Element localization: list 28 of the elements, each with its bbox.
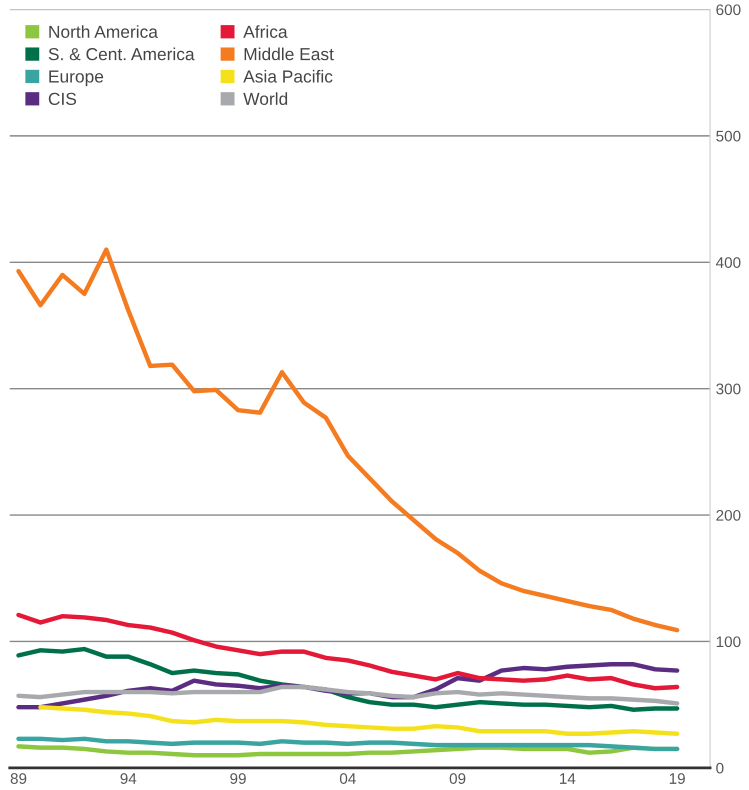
y-tick-label: 400 [716, 257, 740, 268]
x-tick-label: 94 [120, 773, 136, 784]
x-tick-label: 19 [670, 773, 685, 784]
y-tick-label: 0 [716, 762, 724, 774]
x-tick-label: 99 [230, 773, 246, 784]
line-series [16, 736, 680, 752]
line-series [16, 684, 680, 706]
legend-label: Europe [49, 70, 104, 86]
line-series [38, 704, 680, 736]
legend-label: North America [49, 25, 158, 38]
y-tick-label: 300 [716, 384, 740, 394]
y-tick-label: 200 [716, 510, 740, 521]
legend-label: Africa [243, 25, 288, 38]
x-tick-label: 09 [450, 773, 466, 784]
line-series [16, 247, 680, 632]
x-tick-label: 14 [560, 773, 576, 784]
legend-label: S. & Cent. America [48, 48, 195, 60]
x-tick-label: 04 [340, 773, 356, 784]
legend-label: World [243, 92, 288, 106]
legend-label: Middle East [244, 48, 334, 60]
legend-label: CIS [48, 92, 76, 106]
line-series [16, 612, 680, 690]
x-tick-label: 89 [10, 773, 26, 784]
y-tick-label: 100 [716, 636, 740, 648]
line-series [16, 646, 680, 712]
y-tick-label: 500 [716, 130, 740, 142]
legend-label: Asia Pacific [243, 70, 332, 83]
y-tick-label: 600 [716, 4, 740, 16]
